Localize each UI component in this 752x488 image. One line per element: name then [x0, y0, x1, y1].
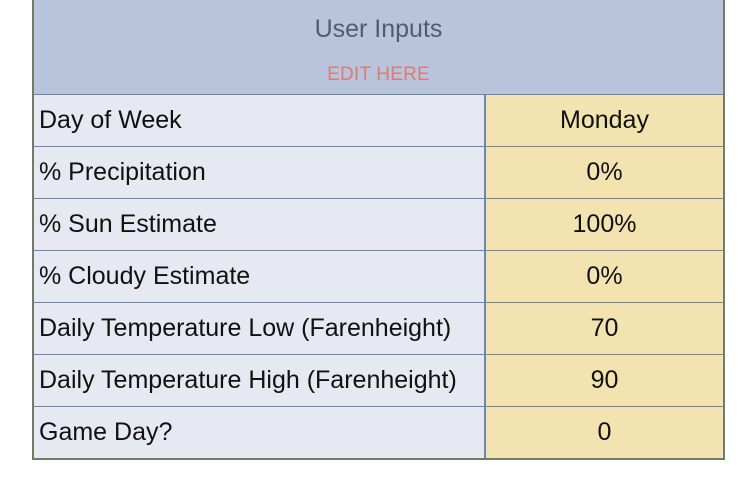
input-sun-estimate[interactable]: 100%: [486, 199, 723, 250]
table-row: % Sun Estimate 100%: [34, 199, 723, 251]
table-row: Daily Temperature High (Farenheight) 90: [34, 355, 723, 407]
row-label-temp-high[interactable]: Daily Temperature High (Farenheight): [34, 355, 486, 406]
user-inputs-table: User Inputs EDIT HERE Day of Week Monday…: [32, 0, 725, 460]
table-row: % Cloudy Estimate 0%: [34, 251, 723, 303]
input-precipitation[interactable]: 0%: [486, 147, 723, 198]
table-row: Game Day? 0: [34, 407, 723, 458]
row-label-day-of-week[interactable]: Day of Week: [34, 95, 486, 146]
input-temp-low[interactable]: 70: [486, 303, 723, 354]
row-label-precipitation[interactable]: % Precipitation: [34, 147, 486, 198]
table-row: Day of Week Monday: [34, 95, 723, 147]
input-temp-high[interactable]: 90: [486, 355, 723, 406]
row-label-sun-estimate[interactable]: % Sun Estimate: [34, 199, 486, 250]
input-game-day[interactable]: 0: [486, 407, 723, 458]
table-header: User Inputs EDIT HERE: [34, 0, 723, 95]
table-row: Daily Temperature Low (Farenheight) 70: [34, 303, 723, 355]
table-row: % Precipitation 0%: [34, 147, 723, 199]
input-day-of-week[interactable]: Monday: [486, 95, 723, 146]
header-title: User Inputs: [314, 15, 443, 43]
edit-here-label: EDIT HERE: [327, 64, 430, 85]
row-label-cloudy-estimate[interactable]: % Cloudy Estimate: [34, 251, 486, 302]
row-label-game-day[interactable]: Game Day?: [34, 407, 486, 458]
input-cloudy-estimate[interactable]: 0%: [486, 251, 723, 302]
row-label-temp-low[interactable]: Daily Temperature Low (Farenheight): [34, 303, 486, 354]
